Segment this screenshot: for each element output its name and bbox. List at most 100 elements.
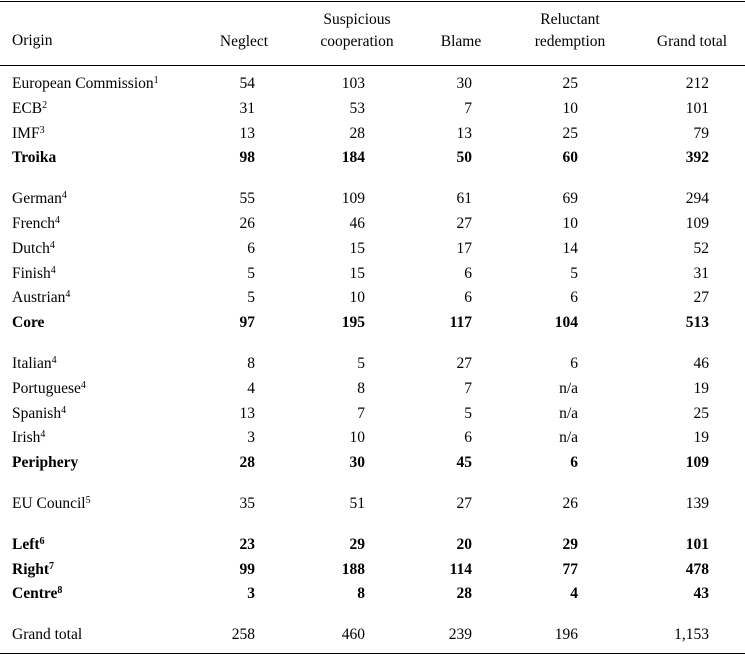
footnote-mark: 4 bbox=[55, 215, 61, 226]
cell: 98 bbox=[239, 149, 256, 167]
cell: 77 bbox=[562, 560, 579, 578]
row-label-text: Austrian bbox=[12, 289, 66, 307]
cell: 61 bbox=[456, 190, 473, 208]
cell: 97 bbox=[239, 314, 256, 332]
row-label: Left6 bbox=[12, 535, 45, 554]
footnote-mark: 4 bbox=[61, 190, 67, 202]
cell: 10 bbox=[562, 215, 579, 232]
row-label: German4 bbox=[12, 189, 67, 208]
cell: 7 bbox=[464, 99, 472, 117]
cell: 7 bbox=[357, 404, 365, 422]
cell: 31 bbox=[693, 264, 710, 282]
cell: 53 bbox=[349, 99, 366, 117]
cell: 23 bbox=[239, 535, 256, 553]
cell: 17 bbox=[456, 239, 473, 257]
row-label-text: Periphery bbox=[12, 454, 79, 472]
row-label: Dutch4 bbox=[12, 239, 55, 258]
cell: 4 bbox=[247, 379, 255, 397]
row-label: EU Council5 bbox=[12, 494, 91, 513]
cell: 239 bbox=[448, 626, 472, 644]
column-header: Origin bbox=[12, 32, 53, 49]
row-label-text: Grand total bbox=[12, 626, 83, 644]
cell: 55 bbox=[239, 190, 256, 208]
column-header: Blame bbox=[440, 33, 482, 50]
cell: 460 bbox=[341, 626, 365, 644]
cell: 27 bbox=[693, 289, 710, 307]
cell: 212 bbox=[685, 75, 709, 92]
row-label-text: Dutch bbox=[12, 239, 50, 257]
cell: 10 bbox=[349, 429, 366, 447]
row-label-text: ECB bbox=[12, 99, 43, 117]
cell: 35 bbox=[239, 495, 256, 512]
top-rule bbox=[0, 1, 745, 2]
cell: n/a bbox=[559, 404, 578, 422]
cell: 188 bbox=[341, 560, 365, 578]
cell: 79 bbox=[693, 124, 710, 142]
cell: 6 bbox=[570, 454, 578, 472]
row-label-text: Italian bbox=[12, 355, 52, 372]
column-header: Neglect bbox=[219, 33, 269, 50]
column-header: Reluctant redemption bbox=[534, 11, 606, 50]
cell: 69 bbox=[562, 190, 579, 208]
cell: 139 bbox=[685, 495, 709, 512]
cell: 20 bbox=[456, 535, 473, 553]
cell: 25 bbox=[562, 124, 579, 142]
cell: 6 bbox=[464, 289, 472, 307]
cell: 184 bbox=[341, 149, 365, 167]
row-label-text: Right bbox=[12, 560, 50, 578]
cell: 114 bbox=[449, 560, 472, 578]
cell: 109 bbox=[685, 215, 709, 232]
row-label-text: Core bbox=[12, 314, 45, 332]
row-label: European Commission1 bbox=[12, 74, 159, 93]
cell: 54 bbox=[239, 75, 256, 92]
row-label-text: IMF bbox=[12, 124, 40, 142]
row-label: Finish4 bbox=[12, 264, 56, 283]
row-label: Austrian4 bbox=[12, 288, 70, 307]
footnote-mark: 4 bbox=[80, 379, 86, 391]
cell: 45 bbox=[456, 454, 473, 472]
cell: 109 bbox=[685, 454, 709, 472]
cell: 26 bbox=[562, 495, 579, 512]
cell: 19 bbox=[693, 429, 710, 447]
header-rule bbox=[0, 65, 745, 66]
row-label: Centre8 bbox=[12, 584, 62, 603]
footnote-mark: 4 bbox=[50, 264, 56, 276]
cell: 101 bbox=[685, 99, 709, 117]
cell: 392 bbox=[685, 149, 709, 167]
cell: 10 bbox=[562, 99, 579, 117]
cell: 27 bbox=[456, 495, 473, 512]
row-label-text: Troika bbox=[12, 149, 57, 167]
cell: 6 bbox=[570, 289, 578, 307]
row-label: Troika bbox=[12, 148, 56, 167]
cell: 46 bbox=[349, 215, 366, 232]
footnote-mark: 8 bbox=[57, 585, 63, 597]
row-label: Spanish4 bbox=[12, 404, 66, 423]
row-label-text: Portuguese bbox=[12, 379, 81, 397]
cell: 50 bbox=[456, 149, 473, 167]
cell: 8 bbox=[357, 379, 365, 397]
cell: 29 bbox=[349, 535, 366, 553]
cell: 29 bbox=[562, 535, 579, 553]
cell: 6 bbox=[570, 355, 578, 372]
cell: n/a bbox=[559, 429, 578, 447]
row-label-text: Finish bbox=[12, 264, 51, 282]
cell: 28 bbox=[239, 454, 256, 472]
row-label-text: Left bbox=[12, 535, 40, 553]
cell: 117 bbox=[449, 314, 472, 332]
cell: 7 bbox=[464, 379, 472, 397]
cell: 5 bbox=[247, 264, 255, 282]
footnote-mark: 4 bbox=[49, 239, 55, 251]
cell: 26 bbox=[239, 215, 256, 232]
cell: 25 bbox=[693, 404, 710, 422]
cell: 5 bbox=[570, 264, 578, 282]
row-label: Italian4 bbox=[12, 354, 57, 373]
cell: 1,153 bbox=[674, 626, 709, 644]
cell: 43 bbox=[693, 585, 710, 603]
row-label: Periphery bbox=[12, 453, 78, 472]
footnote-mark: 5 bbox=[85, 495, 91, 506]
cell: 196 bbox=[554, 626, 578, 644]
footnote-mark: 6 bbox=[39, 535, 45, 547]
cell: n/a bbox=[559, 379, 578, 397]
cell: 15 bbox=[349, 264, 366, 282]
